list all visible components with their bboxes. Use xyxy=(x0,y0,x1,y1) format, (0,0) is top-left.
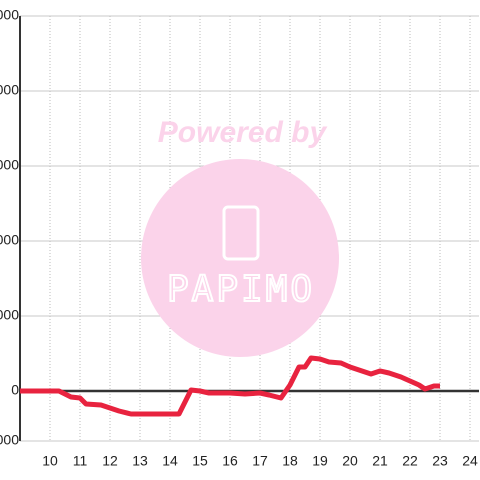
x-tick-label: 24 xyxy=(462,453,478,469)
y-tick-label: 60,000 xyxy=(0,232,19,248)
x-tick-label: 23 xyxy=(432,453,448,469)
data-line xyxy=(20,355,440,417)
x-tick-label: 11 xyxy=(73,453,88,469)
y-tick-label: 120,000 xyxy=(0,82,19,98)
x-tick-label: 21 xyxy=(372,453,388,469)
x-tick-label: 19 xyxy=(312,453,328,469)
watermark-text: Powered by xyxy=(158,116,328,149)
x-tick-label: 10 xyxy=(42,453,58,469)
y-tick-label: -20,000 xyxy=(0,432,19,448)
x-tick-label: 16 xyxy=(222,453,238,469)
y-tick-label: 90,000 xyxy=(0,157,19,173)
x-tick-label: 17 xyxy=(252,453,268,469)
y-tick-label: 150,000 xyxy=(0,7,19,23)
x-tick-label: 14 xyxy=(162,453,178,469)
y-tick-label: 0 xyxy=(11,382,19,398)
x-tick-label: 15 xyxy=(192,453,208,469)
watermark-logo: PAPIMO xyxy=(167,269,315,310)
x-tick-label: 13 xyxy=(132,453,148,469)
watermark-icon xyxy=(222,205,260,261)
x-tick-label: 18 xyxy=(282,453,298,469)
watermark: Powered by PAPIMO xyxy=(141,116,339,357)
x-tick-label: 12 xyxy=(102,453,118,469)
y-tick-label: 30,000 xyxy=(0,307,19,323)
x-tick-label: 22 xyxy=(402,453,418,469)
x-tick-label: 20 xyxy=(342,453,358,469)
